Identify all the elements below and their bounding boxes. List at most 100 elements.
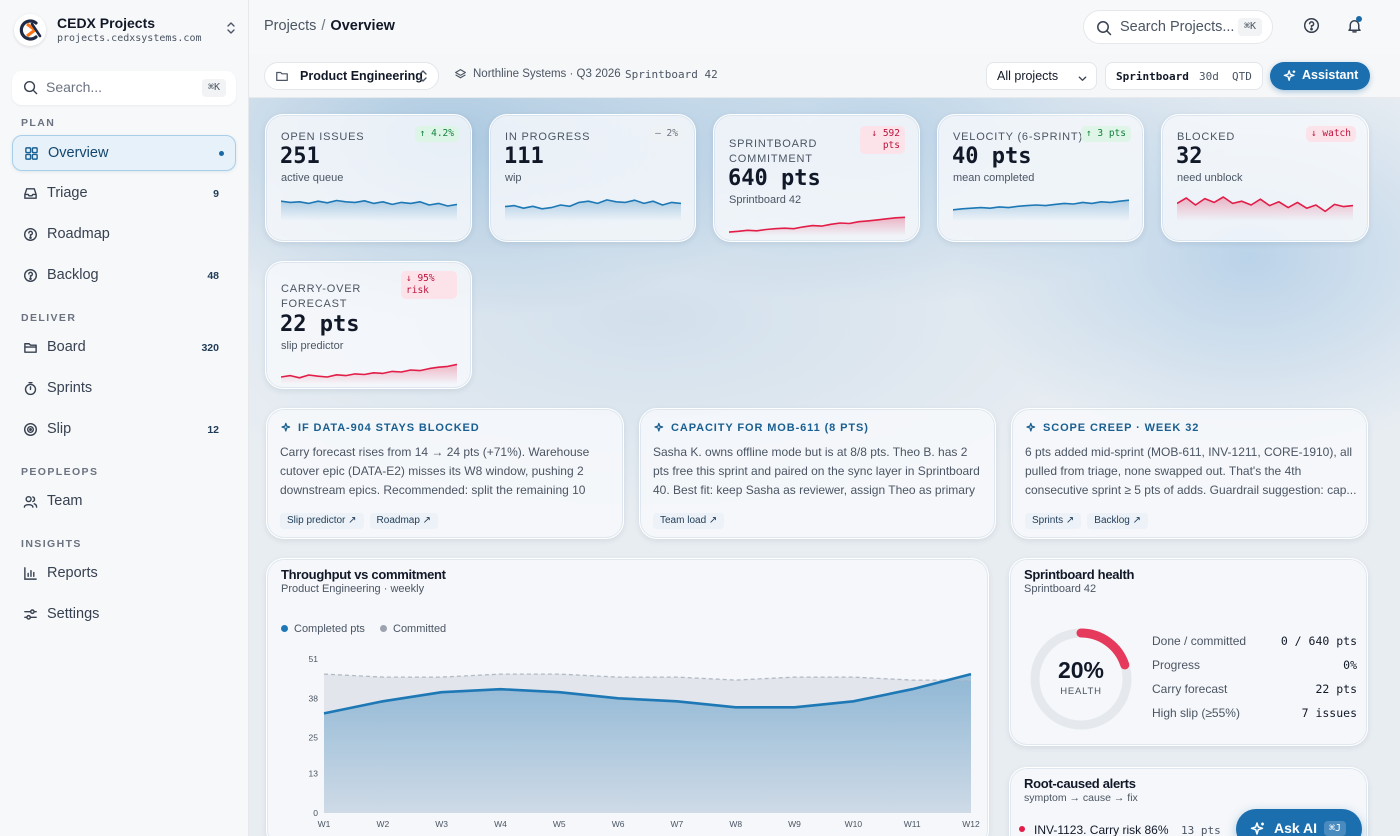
project-select[interactable]: All projects xyxy=(986,62,1097,90)
bar-chart-icon xyxy=(23,566,38,586)
insight-tags: Sprints ↗ Backlog ↗ xyxy=(1025,510,1154,529)
health-row: Carry forecast 22 pts xyxy=(1152,682,1357,696)
sidebar-item-triage[interactable]: Triage 9 xyxy=(12,176,236,212)
insight-tags: Slip predictor ↗ Roadmap ↗ xyxy=(280,510,444,529)
sidebar-item-label: Reports xyxy=(47,565,98,581)
sidebar-item-backlog[interactable]: Backlog 48 xyxy=(12,258,236,294)
kpi-sparkline xyxy=(281,199,457,221)
target-icon xyxy=(23,422,38,442)
kpi-card-carry-over-forecast[interactable]: CARRY-OVER FORECAST ↓ 95% risk 22 pts sl… xyxy=(265,261,472,389)
sidebar-item-slip[interactable]: Slip 12 xyxy=(12,412,236,448)
section-label-plan: PLAN xyxy=(21,117,56,129)
alert-severity-dot xyxy=(1019,826,1025,832)
completed-area xyxy=(324,674,971,813)
sidebar-item-label: Backlog xyxy=(47,267,99,283)
main-content: OPEN ISSUES ↑ 4.2% 251 active queue IN P… xyxy=(249,98,1400,836)
kpi-sparkline xyxy=(729,216,905,236)
legend-swatch xyxy=(380,625,387,632)
workspace-select[interactable]: Product Engineering xyxy=(264,62,439,90)
sidebar-item-sprints[interactable]: Sprints xyxy=(12,371,236,407)
health-ring xyxy=(1030,628,1132,730)
link-sprints[interactable]: Sprints ↗ xyxy=(1025,513,1082,529)
sparkle-icon xyxy=(654,422,665,436)
sidebar-item-reports[interactable]: Reports xyxy=(12,556,236,592)
range-qtd[interactable]: QTD xyxy=(1232,70,1252,83)
workspace-switcher[interactable]: CEDX Projects projects.cedxsystems.com xyxy=(14,12,236,48)
kpi-trend-badge: ↑ 3 pts xyxy=(1080,126,1131,142)
section-label-deliver: DELIVER xyxy=(21,312,77,324)
insight-card-capacity[interactable]: CAPACITY FOR MOB-611 (8 PTS) Sasha K. ow… xyxy=(639,408,996,539)
sidebar-item-settings[interactable]: Settings xyxy=(12,597,236,633)
assistant-button-label: Assistant xyxy=(1302,68,1359,82)
kpi-card-blocked[interactable]: BLOCKED ↓ watch 32 need unblock xyxy=(1161,114,1369,242)
sparkline-line xyxy=(729,216,905,233)
kpi-card-velocity[interactable]: VELOCITY (6-SPRINT) ↑ 3 pts 40 pts mean … xyxy=(937,114,1144,242)
sparkle-icon xyxy=(1026,422,1037,436)
kpi-label: CARRY-OVER FORECAST xyxy=(281,283,362,310)
link-backlog[interactable]: Backlog ↗ xyxy=(1087,513,1149,529)
sidebar-search[interactable]: Search... ⌘K xyxy=(12,71,236,105)
question-circle-icon xyxy=(23,268,38,288)
insight-card-blocked-impact[interactable]: IF DATA-904 STAYS BLOCKED Carry forecast… xyxy=(266,408,624,539)
kpi-value: 111 xyxy=(504,144,544,169)
sidebar-item-team[interactable]: Team xyxy=(12,484,236,520)
sidebar-item-label: Roadmap xyxy=(47,226,110,242)
x-tick-label: W1 xyxy=(318,819,331,829)
link-slip-predictor[interactable]: Slip predictor ↗ xyxy=(280,513,364,529)
insight-title-text: CAPACITY FOR MOB-611 (8 PTS) xyxy=(671,422,869,434)
sparkline-line xyxy=(281,363,457,379)
sprintboard-chip: Sprintboard 42 xyxy=(625,68,718,81)
kpi-sublabel: mean completed xyxy=(953,172,1035,184)
x-tick-label: W4 xyxy=(494,819,507,829)
link-team-load[interactable]: Team load ↗ xyxy=(653,513,725,529)
kpi-label: IN PROGRESS xyxy=(505,131,591,143)
kpi-value: 251 xyxy=(280,144,320,169)
kpi-sublabel: need unblock xyxy=(1177,172,1243,184)
health-row-label: Done / committed xyxy=(1152,634,1247,648)
shortcut-hint: ⌘J xyxy=(1324,821,1347,836)
breadcrumb-projects[interactable]: Projects xyxy=(264,18,317,34)
range-sprintboard[interactable]: Sprintboard xyxy=(1116,70,1189,83)
org-period-label: Northline Systems · Q3 2026 xyxy=(473,68,621,80)
x-tick-label: W12 xyxy=(962,819,980,829)
insight-body: Sasha K. owns offline mode but is at 8/8… xyxy=(653,445,980,497)
sparkle-icon xyxy=(1283,69,1297,86)
throughput-panel: Throughput vs commitment Product Enginee… xyxy=(266,558,989,836)
kpi-card-sprintboard-commitment[interactable]: SPRINTBOARD COMMITMENT ↓ 592 pts 640 pts… xyxy=(713,114,920,242)
sidebar-item-label: Slip xyxy=(47,421,72,437)
sparkline-line xyxy=(281,199,457,207)
sidebar-item-label: Settings xyxy=(47,606,100,622)
x-tick-label: W6 xyxy=(612,819,625,829)
sliders-icon xyxy=(23,607,38,627)
inbox-icon xyxy=(23,186,38,206)
kpi-card-open-issues[interactable]: OPEN ISSUES ↑ 4.2% 251 active queue xyxy=(265,114,472,242)
x-tick-label: W11 xyxy=(904,819,921,829)
throughput-chart: 0 13 25 38 51 W1 W2 W3 W4 W5 W6 W7 W8 W9 W10 W11 W12 xyxy=(309,654,980,829)
chevron-updown-icon[interactable] xyxy=(226,21,236,38)
range-30d[interactable]: 30d xyxy=(1199,70,1219,83)
sprintboard-health-panel: Sprintboard health Sprintboard 42 20% HE… xyxy=(1009,558,1368,746)
brand-domain: projects.cedxsystems.com xyxy=(57,33,202,44)
x-tick-label: W2 xyxy=(376,819,389,829)
sidebar-item-board[interactable]: Board 320 xyxy=(12,330,236,366)
x-tick-label: W10 xyxy=(845,819,863,829)
kpi-card-in-progress[interactable]: IN PROGRESS – 2% 111 wip xyxy=(489,114,696,242)
legend-completed[interactable]: Completed pts xyxy=(281,623,365,635)
legend-committed[interactable]: Committed xyxy=(380,623,446,635)
alert-item-title[interactable]: INV-1123. Carry risk 86% xyxy=(1034,823,1169,836)
sidebar-item-overview[interactable]: Overview xyxy=(12,135,236,171)
folder-icon xyxy=(275,69,289,88)
search-input[interactable]: Search Projects... ⌘K xyxy=(1083,10,1273,44)
ask-ai-button[interactable]: Ask AI ⌘J xyxy=(1236,809,1362,836)
kpi-label: SPRINTBOARD COMMITMENT xyxy=(729,138,818,165)
help-icon[interactable] xyxy=(1303,17,1320,39)
assistant-button[interactable]: Assistant xyxy=(1270,62,1370,90)
link-roadmap[interactable]: Roadmap ↗ xyxy=(369,513,439,529)
sidebar-item-roadmap[interactable]: Roadmap xyxy=(12,217,236,253)
layers-icon xyxy=(454,68,467,84)
range-segmented-control: Sprintboard 30d QTD xyxy=(1105,62,1263,90)
notification-dot xyxy=(1356,16,1362,22)
insight-card-scope-creep[interactable]: SCOPE CREEP · WEEK 32 6 pts added mid-sp… xyxy=(1011,408,1368,539)
search-icon xyxy=(23,80,38,100)
project-select-value: All projects xyxy=(997,69,1059,83)
